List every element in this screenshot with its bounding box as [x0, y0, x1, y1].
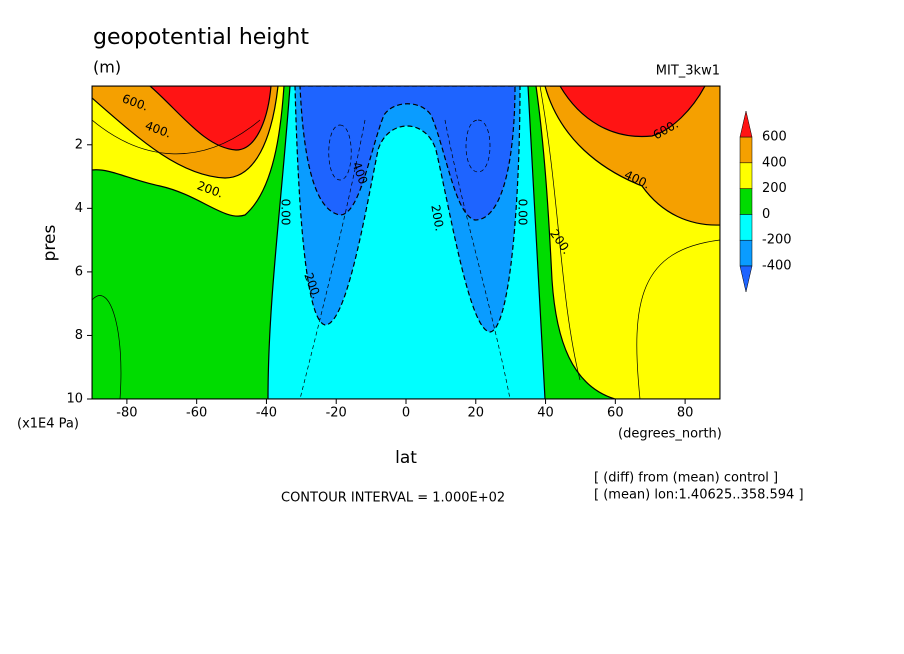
- contour-line: [92, 295, 122, 399]
- colorbar-box: [739, 214, 753, 241]
- colorbar-arrow: [739, 110, 753, 138]
- contour-line: [465, 119, 491, 173]
- colorbar-label: -200: [762, 233, 792, 248]
- x-tick-label: 80: [677, 406, 694, 421]
- colorbar-box: [739, 136, 753, 164]
- colorbar-box: [739, 239, 753, 267]
- contour-region: [550, 86, 706, 138]
- x-axis-units: (degrees_north): [618, 427, 722, 442]
- contour-line: [299, 119, 366, 399]
- chart-title: geopotential height: [93, 25, 309, 50]
- x-tick-label: 20: [468, 406, 485, 421]
- y-tick-label: 4: [75, 201, 83, 216]
- contour-line: [92, 119, 261, 155]
- x-tick-label: -80: [116, 406, 137, 421]
- y-tick-label: 8: [75, 328, 83, 343]
- contour-line: [444, 119, 511, 399]
- contour-interval: CONTOUR INTERVAL = 1.000E+02: [281, 491, 505, 506]
- note: [ (diff) from (mean) control ]: [594, 471, 778, 486]
- units: (m): [93, 58, 121, 77]
- colorbar-box: [739, 162, 753, 189]
- colorbar-label: 0: [762, 207, 770, 222]
- y-tick-label: 10: [66, 392, 83, 407]
- contour-line: [328, 124, 352, 181]
- colorbar-arrow: [739, 265, 753, 293]
- contour-line: [539, 86, 581, 381]
- colorbar-label: 200: [762, 181, 787, 196]
- x-tick-label: 60: [607, 406, 624, 421]
- colorbar-label: -400: [762, 259, 792, 274]
- y-tick-label: 6: [75, 264, 83, 279]
- x-tick-label: -40: [256, 406, 277, 421]
- dataset-label: MIT_3kw1: [656, 64, 720, 79]
- contour-line: [636, 239, 720, 399]
- y-axis-units: (x1E4 Pa): [17, 417, 79, 432]
- y-axis-label: pres: [40, 225, 60, 262]
- x-tick-label: 0: [402, 406, 410, 421]
- x-axis-label: lat: [395, 448, 417, 468]
- colorbar-label: 400: [762, 155, 787, 170]
- contour-region: [299, 86, 516, 221]
- x-tick-label: -60: [186, 406, 207, 421]
- contour-label: 0.00: [516, 199, 530, 226]
- contour-label: 0.00: [279, 199, 293, 226]
- colorbar-label: 600: [762, 130, 787, 145]
- contour-label: 200.: [428, 204, 446, 233]
- contour-field: [92, 86, 720, 399]
- note: [ (mean) lon:1.40625..358.594 ]: [594, 488, 804, 503]
- y-tick-label: 2: [75, 137, 83, 152]
- colorbar-box: [739, 188, 753, 215]
- x-tick-label: 40: [537, 406, 554, 421]
- x-tick-label: -20: [326, 406, 347, 421]
